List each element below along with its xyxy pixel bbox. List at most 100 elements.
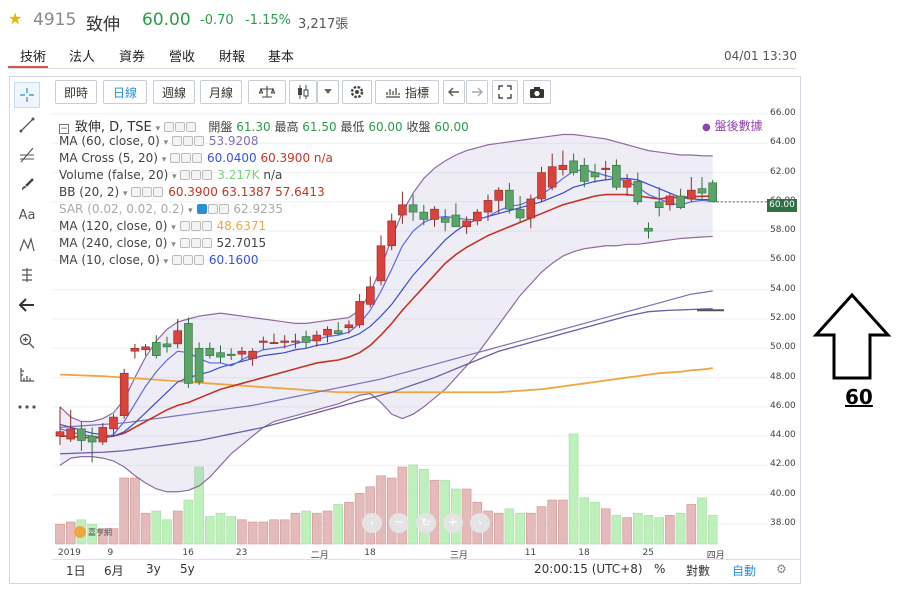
price-chart[interactable]	[52, 108, 768, 546]
axis-settings-icon[interactable]: ⚙	[776, 562, 787, 576]
legend-chevron[interactable]: ▾	[161, 155, 167, 165]
zoom-out-button[interactable]: −	[389, 513, 409, 533]
legend-bb[interactable]: BB (20, 2) ▾ 60.3900 63.1387 57.6413	[59, 185, 325, 201]
indicator-settings-icon[interactable]	[170, 153, 181, 163]
intraday-button[interactable]: 即時	[55, 80, 97, 104]
indicator-hide-icon[interactable]	[190, 221, 201, 231]
legend-ma10[interactable]: MA (10, close, 0) ▾ 60.1600	[59, 253, 258, 269]
candle-body	[226, 353, 236, 356]
indicator-settings-icon[interactable]	[131, 187, 142, 197]
log-toggle[interactable]: 對數	[686, 564, 711, 578]
tab-financials[interactable]: 財報	[219, 50, 246, 65]
indicator-hide-icon[interactable]	[181, 153, 192, 163]
trendline-tool[interactable]	[14, 112, 40, 138]
legend-ma60[interactable]: MA (60, close, 0) ▾ 53.9208	[59, 134, 258, 150]
indicator-value: 53.9208	[208, 134, 259, 148]
compare-button[interactable]	[248, 80, 286, 104]
legend-hide-icon[interactable]	[174, 122, 185, 132]
legend-chevron[interactable]: ▾	[171, 223, 176, 233]
legend-chevron[interactable]: ▾	[171, 240, 176, 250]
indicator-remove-icon[interactable]	[194, 255, 204, 265]
back-tool[interactable]	[14, 292, 40, 318]
pattern-tool[interactable]	[14, 232, 40, 258]
legend-chevron[interactable]: ▾	[163, 257, 169, 267]
indicator-settings-icon[interactable]	[172, 136, 182, 146]
indicator-hide-icon[interactable]	[183, 255, 193, 265]
auto-toggle[interactable]: 自動	[732, 564, 757, 578]
indicator-hide-icon[interactable]	[142, 187, 153, 197]
indicators-button[interactable]: 指標	[375, 80, 439, 104]
measure-tool[interactable]	[14, 262, 40, 288]
indicator-remove-icon[interactable]	[202, 170, 213, 180]
legend-chevron[interactable]: ▾	[188, 206, 193, 216]
favorite-star-icon[interactable]: ★	[8, 9, 23, 28]
indicator-hide-icon[interactable]	[191, 170, 202, 180]
indicator-remove-icon[interactable]	[192, 153, 203, 163]
indicator-settings-icon[interactable]	[172, 255, 182, 265]
indicator-hide-icon[interactable]	[207, 204, 218, 214]
fib-tool[interactable]	[14, 142, 40, 168]
brush-tool[interactable]	[14, 172, 40, 198]
tab-institutional[interactable]: 法人	[69, 50, 96, 65]
legend-chevron[interactable]: ▾	[123, 189, 128, 199]
tab-margin[interactable]: 資券	[119, 50, 146, 65]
more-tools[interactable]	[14, 394, 40, 420]
legend-macross[interactable]: MA Cross (5, 20) ▾ 60.0400 60.3900 n/a	[59, 151, 333, 167]
crosshair-tool[interactable]	[14, 82, 40, 108]
settings-button[interactable]	[342, 80, 372, 104]
legend-chevron[interactable]: ▾	[163, 138, 169, 148]
volume-bar	[290, 512, 301, 545]
range-6m-button[interactable]: 6月	[104, 564, 124, 578]
candle-body	[66, 428, 75, 440]
tab-basic[interactable]: 基本	[268, 50, 295, 65]
indicator-remove-icon[interactable]	[218, 204, 229, 214]
legend-chevron[interactable]: ▾	[172, 172, 177, 182]
ruler-tool[interactable]	[14, 362, 40, 388]
reset-button[interactable]: ↻	[416, 513, 436, 533]
chart-type-button[interactable]	[289, 80, 317, 104]
collapse-icon[interactable]: −	[59, 124, 69, 134]
snapshot-button[interactable]	[523, 80, 551, 104]
indicator-hide-icon[interactable]	[183, 136, 193, 146]
volume-bar	[632, 512, 643, 545]
indicator-settings-icon[interactable]	[196, 204, 207, 214]
legend-volume[interactable]: Volume (false, 20) ▾ 3.217K n/a	[59, 168, 282, 184]
legend-ma120[interactable]: MA (120, close, 0) ▾ 48.6371	[59, 219, 266, 235]
legend-remove-icon[interactable]	[185, 122, 196, 132]
fullscreen-button[interactable]	[492, 80, 518, 104]
volume-bar	[386, 477, 397, 545]
indicator-remove-icon[interactable]	[201, 221, 212, 231]
indicator-remove-icon[interactable]	[194, 136, 204, 146]
range-5y-button[interactable]: 5y	[180, 562, 195, 576]
volume-bar	[493, 512, 504, 545]
range-3y-button[interactable]: 3y	[146, 562, 161, 576]
legend-sar[interactable]: SAR (0.02, 0.02, 0.2) ▾ 62.9235	[59, 202, 283, 218]
indicator-settings-icon[interactable]	[180, 170, 191, 180]
tab-technical[interactable]: 技術	[20, 50, 47, 65]
candle-body	[365, 286, 375, 305]
undo-button[interactable]	[443, 80, 465, 104]
tab-revenue[interactable]: 營收	[169, 50, 196, 65]
legend-ma240[interactable]: MA (240, close, 0) ▾ 52.7015	[59, 236, 266, 252]
redo-button[interactable]	[466, 80, 488, 104]
scroll-right-button[interactable]: ›	[470, 513, 490, 533]
zoom-in-button[interactable]: +	[443, 513, 463, 533]
legend-settings-icon[interactable]	[163, 122, 174, 132]
range-1d-button[interactable]: 1日	[66, 564, 86, 578]
percent-toggle[interactable]: %	[654, 562, 666, 576]
chart-type-dropdown[interactable]	[317, 80, 339, 104]
weekly-button[interactable]: 週線	[153, 80, 195, 104]
stock-code: 4915	[33, 10, 77, 30]
indicator-settings-icon[interactable]	[179, 221, 190, 231]
text-tool[interactable]: Aa	[14, 202, 40, 228]
monthly-button[interactable]: 月線	[200, 80, 242, 104]
indicator-remove-icon[interactable]	[201, 238, 212, 248]
indicator-settings-icon[interactable]	[179, 238, 190, 248]
after-hours-link[interactable]: ● 盤後數據	[702, 117, 763, 134]
legend-chevron[interactable]: ▾	[155, 124, 161, 134]
zoom-tool[interactable]	[14, 328, 40, 354]
indicator-hide-icon[interactable]	[190, 238, 201, 248]
daily-button[interactable]: 日線	[103, 80, 147, 104]
indicator-remove-icon[interactable]	[153, 187, 164, 197]
scroll-left-button[interactable]: ‹	[362, 513, 382, 533]
